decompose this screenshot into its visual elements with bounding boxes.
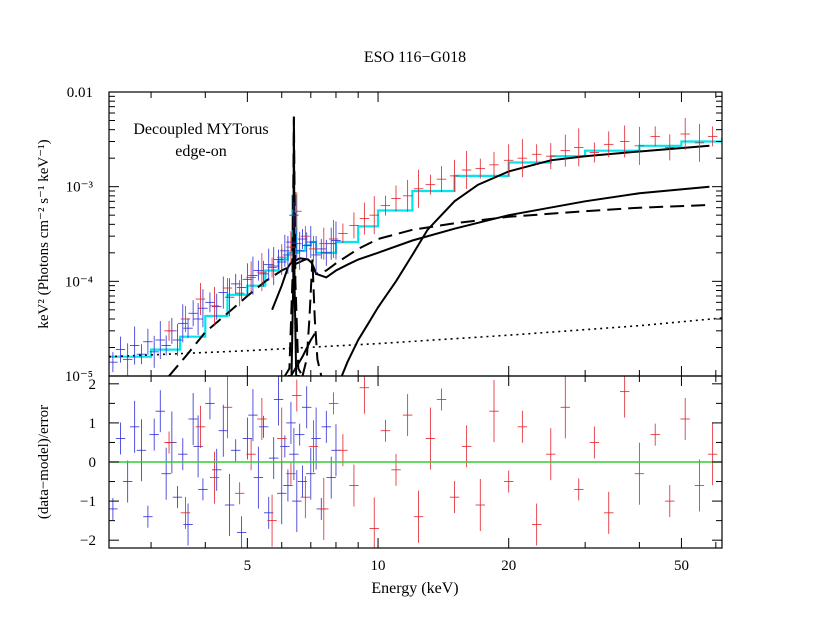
total-model-line bbox=[109, 137, 722, 358]
residual-blue-group bbox=[109, 376, 341, 548]
residual-plot-area bbox=[109, 376, 722, 548]
spectrum-plot-area bbox=[109, 116, 722, 376]
residual-red-group bbox=[164, 376, 718, 548]
x-tick-label: 10 bbox=[371, 558, 386, 574]
y-tick-label: 10⁻⁴ bbox=[65, 274, 93, 290]
x-tick-label: 5 bbox=[244, 558, 252, 574]
axis-ticks bbox=[109, 91, 722, 548]
spectrum-red-group bbox=[164, 118, 718, 341]
y-axis-label-spectrum: keV² (Photons cm⁻² s⁻¹ keV⁻¹) bbox=[36, 139, 52, 328]
y-tick-label: −2 bbox=[80, 533, 96, 549]
axis-tick-labels: 5 10 20 50 10⁻⁵ 10⁻⁴ 10⁻³ 0.01 −2 −1 0 1 2 bbox=[65, 85, 689, 574]
y-tick-label: 0 bbox=[89, 455, 97, 471]
x-axis-label: Energy (keV) bbox=[371, 580, 458, 597]
y-tick-label: 10⁻⁵ bbox=[65, 369, 93, 385]
y-tick-label: 0.01 bbox=[67, 85, 93, 101]
y-tick-label: 10⁻³ bbox=[66, 180, 94, 196]
chart-title: ESO 116−G018 bbox=[364, 49, 466, 66]
transmitted-continuum-line bbox=[340, 144, 710, 376]
fe-kb-line-line bbox=[301, 259, 323, 376]
reflection-low-line bbox=[290, 333, 316, 376]
y-tick-label: 1 bbox=[89, 416, 97, 432]
annotation-line-2: edge-on bbox=[175, 143, 227, 160]
reflection-continuum-line bbox=[271, 185, 710, 311]
x-tick-label: 50 bbox=[674, 558, 689, 574]
scattered-continuum-line bbox=[168, 204, 710, 376]
fe-ka-line-dashed-line bbox=[284, 116, 304, 376]
scattered-power-law-line bbox=[109, 317, 722, 358]
x-tick-label: 20 bbox=[501, 558, 516, 574]
y-axis-label-residual: (data−model)/error bbox=[36, 405, 52, 519]
y-tick-label: −1 bbox=[80, 494, 96, 510]
annotation-line-1: Decoupled MYTorus bbox=[133, 121, 268, 138]
y-tick-label: 2 bbox=[89, 377, 97, 393]
